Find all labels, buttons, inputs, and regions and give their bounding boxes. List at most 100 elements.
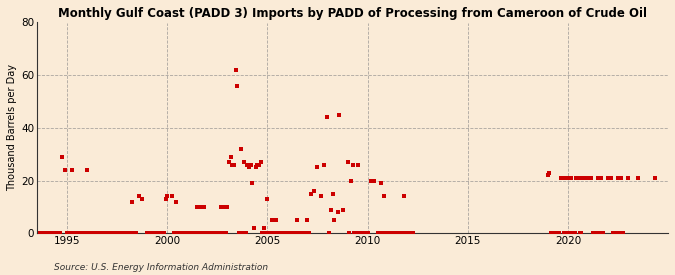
Point: [308, 189, 319, 193]
Point: [574, 231, 585, 235]
Point: [294, 231, 304, 235]
Point: [43, 231, 54, 235]
Point: [292, 218, 303, 222]
Point: [227, 163, 238, 167]
Point: [312, 165, 323, 170]
Point: [67, 168, 78, 172]
Point: [402, 231, 413, 235]
Point: [178, 231, 189, 235]
Point: [375, 181, 386, 185]
Point: [83, 231, 94, 235]
Point: [229, 163, 240, 167]
Point: [246, 163, 256, 167]
Point: [157, 231, 167, 235]
Point: [143, 231, 154, 235]
Point: [632, 176, 643, 180]
Point: [287, 231, 298, 235]
Point: [392, 231, 403, 235]
Point: [356, 231, 367, 235]
Point: [286, 231, 296, 235]
Point: [130, 231, 141, 235]
Point: [603, 176, 614, 180]
Point: [272, 231, 283, 235]
Point: [372, 231, 383, 235]
Point: [556, 176, 567, 180]
Point: [85, 231, 96, 235]
Point: [197, 231, 208, 235]
Point: [257, 231, 268, 235]
Point: [146, 231, 157, 235]
Point: [127, 199, 138, 204]
Point: [369, 178, 379, 183]
Point: [190, 231, 201, 235]
Point: [60, 168, 71, 172]
Point: [558, 176, 568, 180]
Point: [115, 231, 126, 235]
Point: [215, 205, 226, 209]
Point: [571, 176, 582, 180]
Point: [385, 231, 396, 235]
Point: [324, 231, 335, 235]
Point: [350, 231, 361, 235]
Point: [55, 231, 66, 235]
Point: [346, 178, 356, 183]
Point: [110, 231, 121, 235]
Point: [349, 231, 360, 235]
Point: [566, 176, 576, 180]
Point: [72, 231, 82, 235]
Point: [86, 231, 97, 235]
Point: [170, 199, 181, 204]
Point: [125, 231, 136, 235]
Point: [160, 197, 171, 201]
Point: [47, 231, 57, 235]
Point: [277, 231, 288, 235]
Point: [549, 231, 560, 235]
Point: [176, 231, 186, 235]
Title: Monthly Gulf Coast (PADD 3) Imports by PADD of Processing from Cameroon of Crude: Monthly Gulf Coast (PADD 3) Imports by P…: [58, 7, 647, 20]
Point: [92, 231, 103, 235]
Point: [148, 231, 159, 235]
Point: [65, 231, 76, 235]
Point: [188, 231, 199, 235]
Point: [213, 231, 224, 235]
Point: [366, 178, 377, 183]
Point: [596, 176, 607, 180]
Point: [616, 176, 627, 180]
Point: [113, 231, 124, 235]
Point: [42, 231, 53, 235]
Point: [332, 210, 343, 214]
Point: [559, 231, 570, 235]
Point: [134, 194, 144, 199]
Point: [273, 231, 284, 235]
Point: [48, 231, 59, 235]
Point: [554, 231, 565, 235]
Point: [75, 231, 86, 235]
Point: [63, 231, 74, 235]
Point: [284, 231, 294, 235]
Point: [172, 231, 183, 235]
Point: [205, 231, 216, 235]
Point: [275, 231, 286, 235]
Point: [217, 231, 227, 235]
Point: [82, 168, 92, 172]
Point: [609, 231, 620, 235]
Point: [61, 231, 72, 235]
Point: [173, 231, 184, 235]
Point: [102, 231, 113, 235]
Point: [267, 218, 278, 222]
Point: [397, 231, 408, 235]
Point: [564, 231, 575, 235]
Point: [407, 231, 418, 235]
Point: [77, 231, 88, 235]
Point: [333, 112, 344, 117]
Point: [117, 231, 128, 235]
Point: [137, 197, 148, 201]
Point: [379, 231, 389, 235]
Point: [198, 205, 209, 209]
Point: [622, 176, 633, 180]
Point: [74, 231, 84, 235]
Point: [247, 181, 258, 185]
Point: [265, 231, 276, 235]
Point: [396, 231, 406, 235]
Point: [225, 155, 236, 159]
